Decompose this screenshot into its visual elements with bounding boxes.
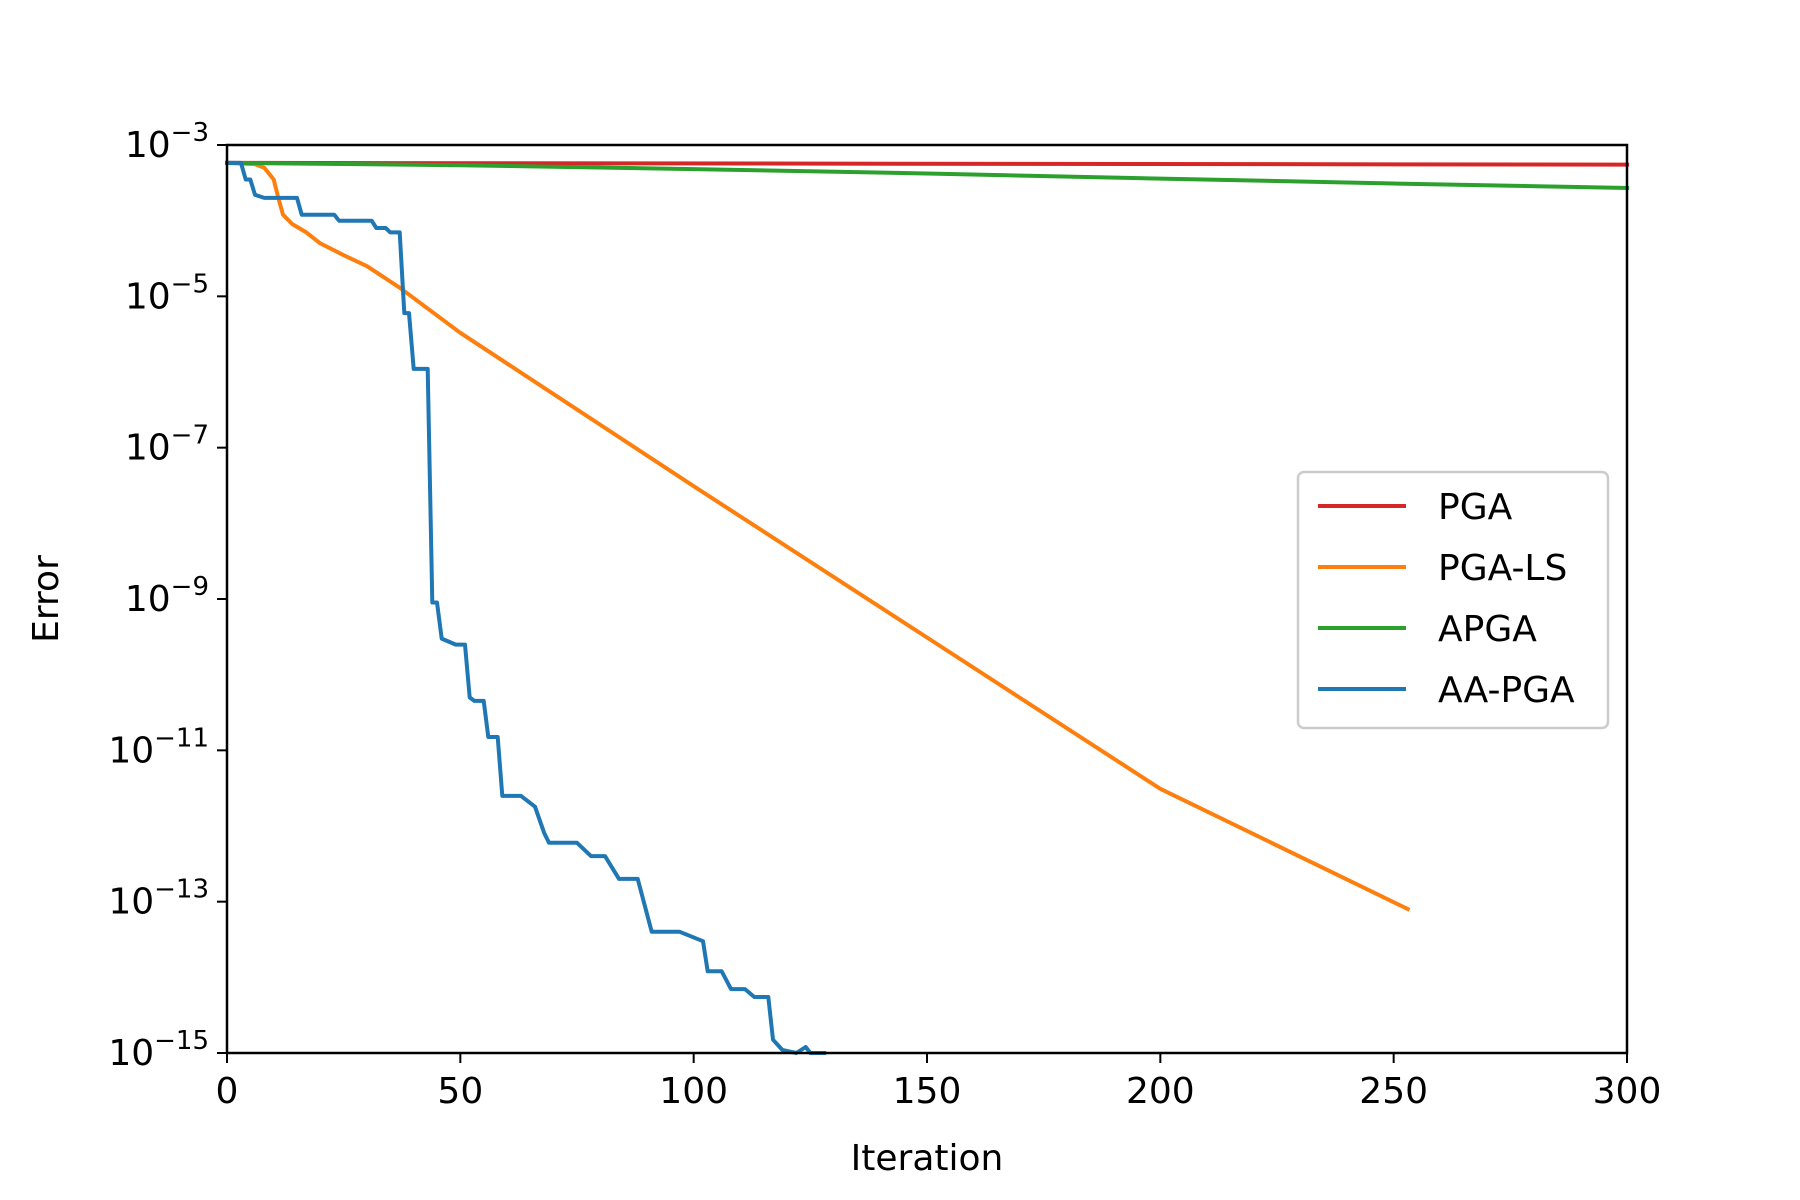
y-axis: 10−3 10−5 10−7 10−9 10−11 10−13 10−15 [108,118,227,1074]
x-tick-label: 200 [1126,1071,1195,1112]
legend-label: PGA [1438,487,1513,528]
series-line-apga [224,160,1630,191]
y-axis-label: Error [26,555,67,643]
legend-box [1296,470,1610,730]
x-tick-label: 150 [893,1071,962,1112]
x-tick-label: 50 [437,1071,483,1112]
x-tick-label: 100 [659,1071,728,1112]
legend-label: APGA [1438,609,1537,650]
legend-label: PGA-LS [1438,548,1567,589]
legend-label: AA-PGA [1438,670,1575,711]
y-tick-label: 10−9 [125,572,209,620]
x-tick-label: 300 [1593,1071,1662,1112]
legend: PGA PGA-LS APGA AA-PGA [1296,470,1610,730]
y-tick-label: 10−5 [125,269,209,317]
y-tick-label: 10−15 [108,1026,209,1074]
y-tick-label: 10−7 [125,421,209,469]
x-tick-label: 250 [1359,1071,1428,1112]
x-tick-label: 0 [216,1071,239,1112]
series-line-aa-pga [225,160,827,1055]
y-tick-label: 10−11 [108,723,209,771]
y-tick-label: 10−13 [108,875,209,923]
x-axis-label: Iteration [851,1138,1004,1179]
plot-lines [224,160,1630,1055]
series-line-pga [224,160,1630,167]
x-axis: 0 50 100 150 200 250 300 [216,1053,1662,1112]
y-tick-label: 10−3 [125,118,209,166]
series-line-pga-ls [224,160,1411,912]
